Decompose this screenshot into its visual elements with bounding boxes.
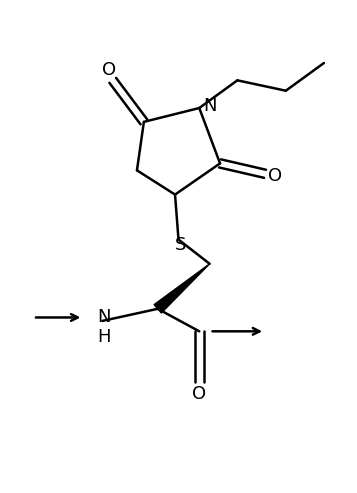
Polygon shape bbox=[154, 264, 210, 313]
Text: H: H bbox=[97, 327, 111, 346]
Text: O: O bbox=[268, 167, 282, 184]
Text: S: S bbox=[175, 236, 186, 254]
Text: N: N bbox=[203, 97, 216, 115]
Text: N: N bbox=[97, 309, 111, 326]
Text: O: O bbox=[192, 385, 206, 403]
Text: O: O bbox=[102, 61, 116, 79]
